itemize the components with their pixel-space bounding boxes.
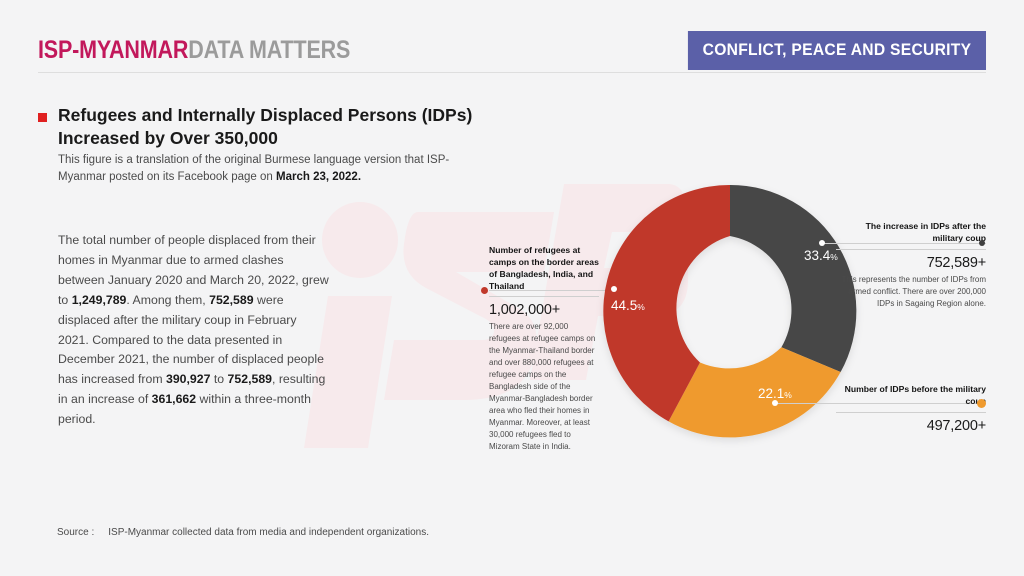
- annotation-camps-value: 1,002,000+: [489, 302, 560, 319]
- narrative-paragraph: The total number of people displaced fro…: [58, 231, 330, 430]
- subtitle-text: This figure is a translation of the orig…: [58, 154, 450, 183]
- connector-line-before-coup: [775, 403, 986, 404]
- annotation-after-coup-value: 752,589+: [926, 254, 986, 271]
- donut-slice-after-coup: [730, 184, 857, 372]
- donut-marker-after-coup: [819, 240, 825, 246]
- connector-line-after-coup: [822, 243, 986, 244]
- title-block: Refugees and Internally Displaced Person…: [38, 104, 528, 150]
- annotation-after-coup-rule: [836, 248, 986, 250]
- brand-wordmark: ISP-MYANMARDATA MATTERS: [38, 36, 350, 65]
- connector-dot-before-coup: [977, 399, 986, 408]
- annotation-camps-heading: Number of refugees at camps on the borde…: [489, 245, 599, 291]
- annotation-after-coup: The increase in IDPs after the military …: [836, 221, 986, 310]
- brand-secondary: DATA MATTERS: [188, 36, 351, 64]
- narrative-part-2: . Among them,: [126, 292, 210, 307]
- source-label: Source :: [57, 527, 95, 538]
- annotation-before-coup-rule: [836, 411, 986, 413]
- annotation-camps-rule: [489, 296, 599, 298]
- subtitle: This figure is a translation of the orig…: [58, 152, 488, 185]
- source-text: ISP-Myanmar collected data from media an…: [108, 527, 429, 538]
- narrative-value-march: 752,589: [227, 372, 272, 387]
- narrative-part-3: were displaced after the military coup i…: [58, 292, 324, 387]
- category-tag: CONFLICT, PEACE AND SECURITY: [687, 31, 986, 70]
- square-bullet-icon: [38, 113, 47, 122]
- connector-dot-after-coup: [979, 240, 985, 246]
- narrative-value-total: 1,249,789: [71, 292, 127, 307]
- subtitle-date: March 23, 2022.: [276, 170, 362, 183]
- header-divider: [38, 72, 986, 73]
- donut-marker-before-coup: [772, 400, 778, 406]
- annotation-before-coup-value: 497,200+: [926, 417, 986, 434]
- donut-marker-camps: [611, 286, 617, 292]
- narrative-part-1: The total number of people displaced fro…: [58, 233, 329, 307]
- annotation-after-coup-body: This represents the number of IDPs from …: [841, 274, 987, 309]
- narrative-part-6: within a three-month period.: [58, 392, 311, 427]
- donut-slice-before-coup: [668, 347, 841, 438]
- connector-dot-camps: [481, 287, 488, 294]
- narrative-part-4: to: [210, 372, 228, 387]
- source-note: Source : ISP-Myanmar collected data from …: [57, 527, 429, 538]
- annotation-before-coup-heading: Number of IDPs before the military coup: [844, 384, 986, 406]
- donut-label-after-coup: 33.4%: [804, 248, 838, 263]
- narrative-value-december: 390,927: [166, 372, 211, 387]
- brand-primary: ISP-MYANMAR: [38, 36, 189, 64]
- annotation-before-coup: Number of IDPs before the military coup …: [836, 384, 986, 434]
- annotation-camps-body: There are over 92,000 refugees at refuge…: [489, 322, 596, 452]
- page-title: Refugees and Internally Displaced Person…: [58, 105, 473, 149]
- narrative-value-increase: 361,662: [151, 392, 197, 407]
- annotation-after-coup-heading: The increase in IDPs after the military …: [865, 221, 986, 243]
- annotation-camps: Number of refugees at camps on the borde…: [489, 245, 599, 453]
- donut-label-before-coup: 22.1%: [758, 386, 792, 401]
- narrative-value-after-coup: 752,589: [209, 292, 254, 307]
- donut-label-camps: 44.5%: [611, 298, 645, 313]
